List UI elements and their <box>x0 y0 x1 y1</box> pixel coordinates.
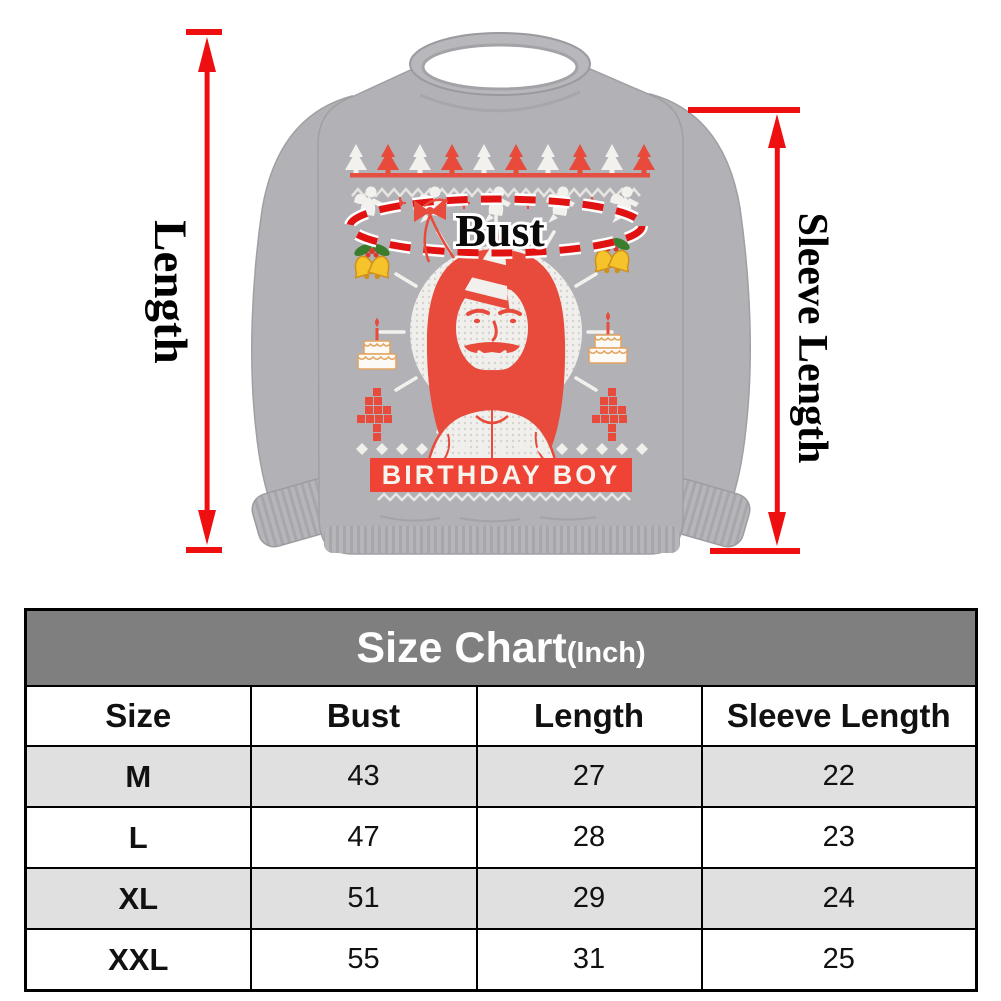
sweatshirt: BIRTHDAY BOY <box>251 32 751 555</box>
length-label: Length <box>144 220 196 364</box>
sweatshirt-measure-illustration: BIRTHDAY BOY Bust <box>144 29 835 555</box>
size-row-l: L 47 28 23 <box>24 806 978 869</box>
bust-label: Bust <box>455 205 545 256</box>
sleeve-length-value: 23 <box>700 806 978 869</box>
sleeve-length-arrow <box>688 107 800 554</box>
length-value: 27 <box>475 745 703 808</box>
size-value: XXL <box>24 928 252 992</box>
size-value: L <box>24 806 252 869</box>
hem-band <box>324 526 680 553</box>
sleeve-length-value: 22 <box>700 745 978 808</box>
size-value: M <box>24 745 252 808</box>
bust-value: 55 <box>249 928 478 992</box>
size-row-m: M 43 27 22 <box>24 745 978 808</box>
bust-value: 47 <box>249 806 478 869</box>
sleeve-length-label: Sleeve Length <box>789 213 835 464</box>
size-chart-unit: (Inch) <box>566 636 646 669</box>
size-chart-table: Size Chart(Inch) Size Bust Length Sleeve… <box>24 608 979 992</box>
sleeve-length-value: 24 <box>700 867 978 930</box>
collar <box>409 32 591 113</box>
size-value: XL <box>24 867 252 930</box>
length-arrow <box>186 29 222 553</box>
sleeve-length-value: 25 <box>700 928 978 992</box>
length-value: 28 <box>475 806 703 869</box>
length-value: 29 <box>475 867 703 930</box>
ugly-sweater-print: BIRTHDAY BOY <box>345 144 655 502</box>
col-header-size: Size <box>24 685 252 747</box>
size-row-xl: XL 51 29 24 <box>24 867 978 930</box>
product-figure: BIRTHDAY BOY Bust <box>144 29 835 555</box>
bust-value: 43 <box>249 745 478 808</box>
bust-measure: Bust <box>344 193 648 263</box>
jesus-graphic <box>426 233 566 466</box>
col-header-sleeve-length: Sleeve Length <box>700 685 978 747</box>
size-chart-header: Size Chart(Inch) <box>24 608 978 687</box>
gift-bow-icon <box>414 198 456 263</box>
birthday-boy-text: BIRTHDAY BOY <box>382 460 621 490</box>
column-header-row: Size Bust Length Sleeve Length <box>24 685 978 747</box>
length-value: 31 <box>475 928 703 992</box>
size-chart-title: Size Chart <box>356 623 567 672</box>
col-header-bust: Bust <box>249 685 478 747</box>
birthday-boy-banner: BIRTHDAY BOY <box>370 458 632 492</box>
size-row-xxl: XXL 55 31 25 <box>24 928 978 992</box>
bust-dashed-ellipse <box>346 195 646 257</box>
col-header-length: Length <box>475 685 703 747</box>
bust-value: 51 <box>249 867 478 930</box>
